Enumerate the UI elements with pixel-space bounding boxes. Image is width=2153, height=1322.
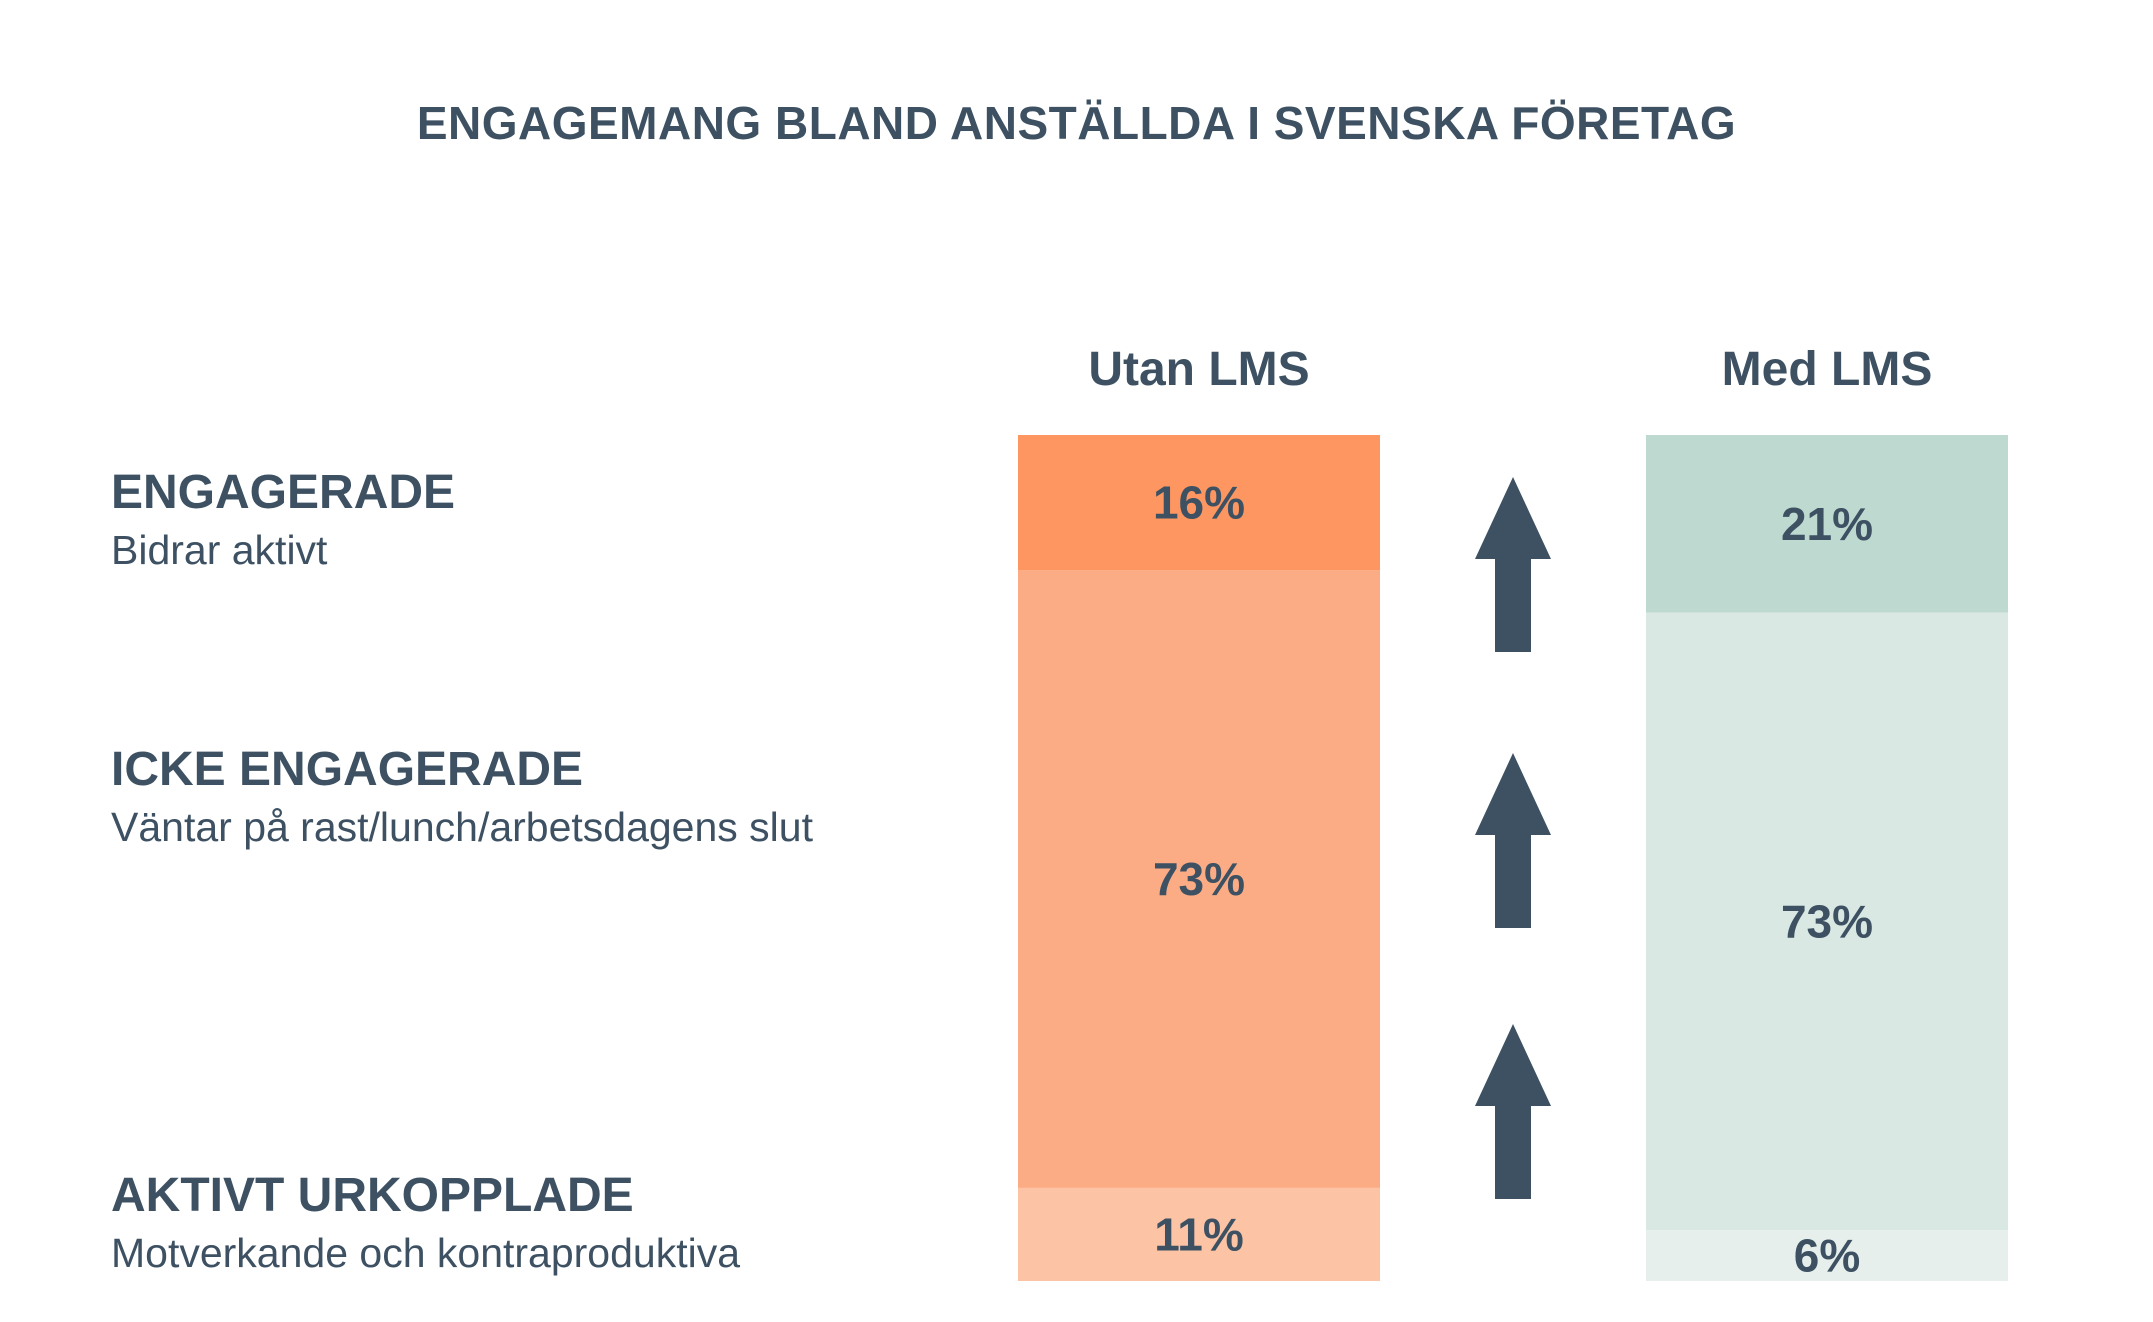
legend-aktivt-urkopplade: AKTIVT URKOPPLADE Motverkande och kontra… (111, 1167, 740, 1278)
legend-engagerade-desc: Bidrar aktivt (111, 526, 328, 573)
bar-segment-med-lms-aktivt-urkopplade (1646, 1230, 2008, 1281)
value-label-med-lms-aktivt-urkopplade: 6% (1794, 1230, 1860, 1282)
bar-segment-utan-lms-icke-engagerade (1018, 570, 1380, 1188)
legend-engagerade-name: ENGAGERADE (111, 466, 456, 519)
legend-engagerade: ENGAGERADE Bidrar aktivt (111, 464, 455, 575)
value-label-med-lms-icke-engagerade: 73% (1781, 895, 1873, 947)
legend-aktivt-urkopplade-desc: Motverkande och kontraproduktiva (111, 1229, 741, 1276)
bar-segment-med-lms-icke-engagerade (1646, 612, 2008, 1231)
arrow-up-icon (1475, 1024, 1551, 1199)
legend-icke-engagerade-desc: Väntar på rast/lunch/arbetsdagens slut (111, 803, 813, 850)
arrow-up-icon (1475, 753, 1551, 928)
arrow-up-icon (1475, 477, 1551, 652)
legend-aktivt-urkopplade-name: AKTIVT URKOPPLADE (111, 1169, 634, 1222)
column-label-med-lms: Med LMS (1722, 343, 1933, 396)
value-label-utan-lms-aktivt-urkopplade: 11% (1154, 1208, 1244, 1260)
bar-segment-utan-lms-engagerade (1018, 435, 1380, 571)
legend-icke-engagerade-name: ICKE ENGAGERADE (111, 743, 584, 796)
value-label-utan-lms-engagerade: 16% (1153, 477, 1245, 529)
legend-icke-engagerade: ICKE ENGAGERADE Väntar på rast/lunch/arb… (111, 741, 813, 852)
value-label-utan-lms-icke-engagerade: 73% (1153, 853, 1245, 905)
bar-segment-utan-lms-aktivt-urkopplade (1018, 1187, 1380, 1281)
column-label-utan-lms: Utan LMS (1088, 343, 1309, 396)
chart-title: ENGAGEMANG BLAND ANSTÄLLDA I SVENSKA FÖR… (416, 97, 1737, 149)
value-label-med-lms-engagerade: 21% (1781, 498, 1873, 550)
bar-segment-med-lms-engagerade (1646, 435, 2008, 613)
